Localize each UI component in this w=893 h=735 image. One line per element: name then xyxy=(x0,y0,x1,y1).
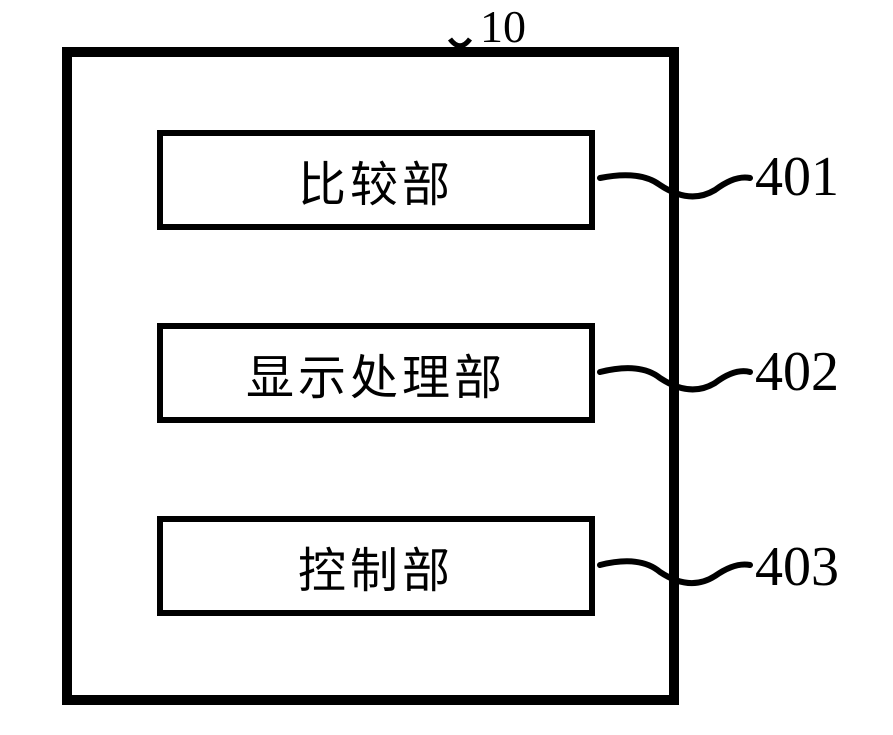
box-402: 显示处理部 xyxy=(157,323,595,423)
box-403: 控制部 xyxy=(157,516,595,616)
ref-401: 401 xyxy=(755,145,839,209)
box-402-label: 显示处理部 xyxy=(246,338,506,408)
ref-402: 402 xyxy=(755,340,839,404)
diagram-canvas: 10 比较部显示处理部控制部 401 402 403 xyxy=(0,0,893,735)
box-403-label: 控制部 xyxy=(298,531,454,601)
box-401: 比较部 xyxy=(157,130,595,230)
outer-box-ref-label: 10 xyxy=(480,0,526,53)
ref-403: 403 xyxy=(755,535,839,599)
outer-ref-tick xyxy=(450,39,470,46)
box-401-label: 比较部 xyxy=(298,145,454,215)
